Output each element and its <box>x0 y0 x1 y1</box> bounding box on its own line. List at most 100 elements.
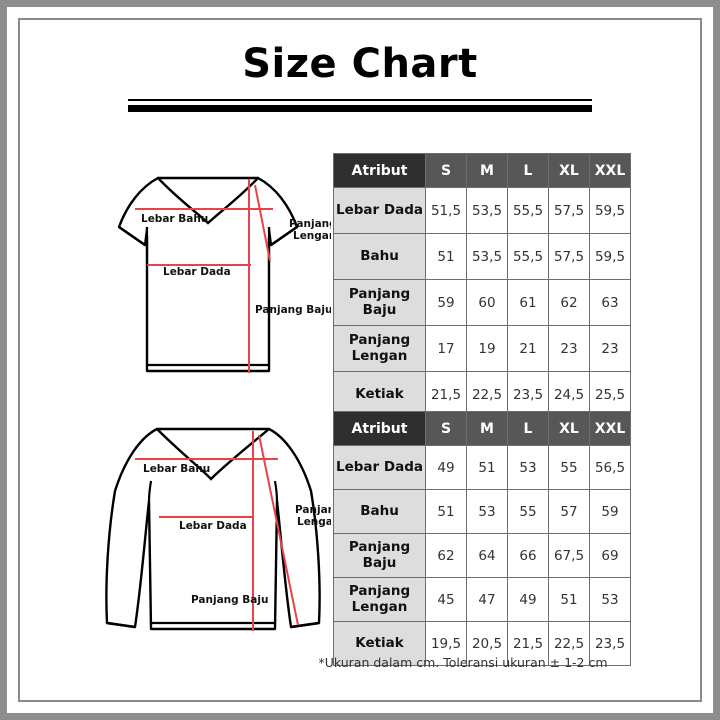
cell-value: 20,5 <box>466 621 508 666</box>
page-title: Size Chart <box>242 41 478 87</box>
cell-value: 51 <box>466 445 508 490</box>
sleeve-length-measure-line <box>254 184 271 262</box>
cell-value: 59 <box>425 279 467 326</box>
column-header-s: S <box>425 411 467 446</box>
cell-value: 23 <box>548 325 590 372</box>
cell-value: 59 <box>589 489 631 534</box>
measurement-footnote: *Ukuran dalam cm. Toleransi ukuran ± 1-2… <box>318 655 608 670</box>
cell-value: 55,5 <box>507 233 549 280</box>
chart-canvas: Size Chart Lebar Bahu Lebar Dada <box>7 7 713 713</box>
cell-value: 23,5 <box>589 621 631 666</box>
row-label-lebar-dada: Lebar Dada <box>333 445 426 490</box>
row-label-bahu: Bahu <box>333 489 426 534</box>
long-sleeve-top-diagram: Lebar Bahu Lebar Dada Panjang Lengan Pan… <box>105 427 331 631</box>
title-rule-thin <box>128 99 592 101</box>
row-label-bahu: Bahu <box>333 233 426 280</box>
label-lebar-dada: Lebar Dada <box>179 520 247 532</box>
row-label-panjang-lengan: Panjang Lengan <box>333 577 426 622</box>
table-row: Bahu 51 53,5 55,5 57,5 59,5 <box>333 233 631 280</box>
garment-body-outline <box>105 427 321 631</box>
cell-value: 53 <box>507 445 549 490</box>
cell-value: 67,5 <box>548 533 590 578</box>
label-panjang-lengan-line2: Lengan <box>293 230 331 242</box>
cell-value: 57 <box>548 489 590 534</box>
garment-body-outline <box>117 176 299 373</box>
column-header-attribute: Atribut <box>333 153 426 188</box>
column-header-l: L <box>507 411 549 446</box>
cell-value: 23,5 <box>507 371 549 418</box>
column-header-attribute: Atribut <box>333 411 426 446</box>
label-panjang-lengan-line1: Panjang <box>289 218 331 230</box>
cell-value: 63 <box>589 279 631 326</box>
cell-value: 47 <box>466 577 508 622</box>
table-body: Lebar Dada 51,5 53,5 55,5 57,5 59,5 Bahu… <box>333 187 631 418</box>
table-row: Panjang Baju 62 64 66 67,5 69 <box>333 533 631 578</box>
table-header-row: Atribut S M L XL XXL <box>333 411 631 446</box>
row-label-line2: Baju <box>362 301 397 318</box>
cell-value: 59,5 <box>589 187 631 234</box>
cell-value: 60 <box>466 279 508 326</box>
left-armhole-seam <box>147 480 153 502</box>
row-label-line1: Panjang <box>348 331 411 348</box>
left-sleeve-hem <box>118 226 146 246</box>
cell-value: 57,5 <box>548 233 590 280</box>
table-row: Panjang Baju 59 60 61 62 63 <box>333 279 631 326</box>
cell-value: 23 <box>589 325 631 372</box>
cell-value: 59,5 <box>589 233 631 280</box>
cell-value: 45 <box>425 577 467 622</box>
table-header: Atribut S M L XL XXL <box>333 153 631 188</box>
row-label-line1: Panjang <box>348 285 411 302</box>
cell-value: 61 <box>507 279 549 326</box>
table-header-row: Atribut S M L XL XXL <box>333 153 631 188</box>
right-armhole-seam <box>273 480 279 502</box>
cell-value: 53,5 <box>466 233 508 280</box>
cell-value: 53,5 <box>466 187 508 234</box>
right-sleeve-hem <box>270 226 298 246</box>
row-label-ketiak: Ketiak <box>333 371 426 418</box>
title-rule-thick <box>128 105 592 112</box>
column-header-xxl: XXL <box>589 411 631 446</box>
label-lebar-bahu: Lebar Bahu <box>141 213 208 225</box>
cell-value: 57,5 <box>548 187 590 234</box>
cell-value: 19,5 <box>425 621 467 666</box>
column-header-xl: XL <box>548 153 590 188</box>
row-label-line1: Panjang <box>348 582 411 599</box>
cell-value: 55,5 <box>507 187 549 234</box>
cell-value: 21,5 <box>507 621 549 666</box>
cell-value: 51,5 <box>425 187 467 234</box>
cell-value: 17 <box>425 325 467 372</box>
table-row: Bahu 51 53 55 57 59 <box>333 489 631 534</box>
cell-value: 49 <box>425 445 467 490</box>
row-label-line2: Baju <box>362 554 397 571</box>
cell-value: 53 <box>589 577 631 622</box>
size-table-short-sleeve: Atribut S M L XL XXL Lebar Dada 51,5 53,… <box>333 153 631 418</box>
column-header-xl: XL <box>548 411 590 446</box>
cell-value: 51 <box>425 233 467 280</box>
row-label-panjang-lengan: Panjang Lengan <box>333 325 426 372</box>
cell-value: 55 <box>507 489 549 534</box>
cell-value: 55 <box>548 445 590 490</box>
cell-value: 51 <box>425 489 467 534</box>
column-header-m: M <box>466 153 508 188</box>
label-lebar-bahu: Lebar Bahu <box>143 463 210 475</box>
table-row: Lebar Dada 49 51 53 55 56,5 <box>333 445 631 490</box>
cell-value: 64 <box>466 533 508 578</box>
table-header: Atribut S M L XL XXL <box>333 411 631 446</box>
cell-value: 53 <box>466 489 508 534</box>
table-row: Ketiak 21,5 22,5 23,5 24,5 25,5 <box>333 371 631 418</box>
cell-value: 25,5 <box>589 371 631 418</box>
label-panjang-lengan-line2: Lengan <box>297 516 331 528</box>
row-label-panjang-baju: Panjang Baju <box>333 279 426 326</box>
row-label-line2: Lengan <box>351 598 408 615</box>
column-header-s: S <box>425 153 467 188</box>
table-row: Ketiak 19,5 20,5 21,5 22,5 23,5 <box>333 621 631 666</box>
label-panjang-baju: Panjang Baju <box>191 594 268 606</box>
row-label-line1: Panjang <box>348 538 411 555</box>
row-label-panjang-baju: Panjang Baju <box>333 533 426 578</box>
cell-value: 21,5 <box>425 371 467 418</box>
cell-value: 19 <box>466 325 508 372</box>
cell-value: 49 <box>507 577 549 622</box>
cell-value: 62 <box>548 279 590 326</box>
row-label-lebar-dada: Lebar Dada <box>333 187 426 234</box>
